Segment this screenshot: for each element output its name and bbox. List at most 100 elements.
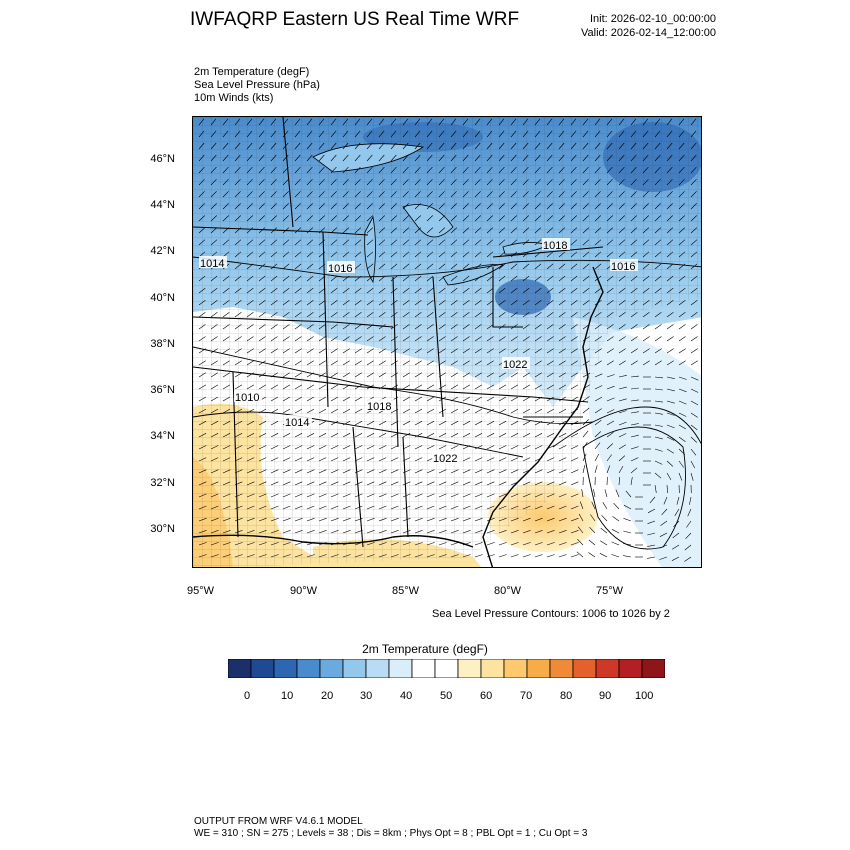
wind-barb [270, 408, 279, 414]
wind-barb [649, 496, 656, 504]
wind-barb [654, 215, 662, 222]
wind-barb [678, 263, 686, 270]
wind-barb [246, 360, 254, 366]
wind-barb [678, 348, 686, 354]
wind-barb [594, 287, 602, 294]
wind-barb [366, 554, 375, 558]
wind-barb [258, 530, 267, 534]
wind-barb [414, 178, 421, 186]
wind-barb [450, 178, 457, 186]
wind-barb [282, 542, 291, 546]
wind-barb [306, 275, 314, 282]
wind-barb [570, 203, 577, 210]
wind-barb [582, 287, 590, 294]
wind-barb [450, 336, 458, 342]
wind-barb [378, 348, 386, 354]
wind-barb [594, 348, 602, 354]
wind-barb [366, 203, 373, 210]
wind-barb [462, 287, 470, 294]
wind-barb [210, 408, 219, 414]
wind-barb [486, 275, 494, 282]
wind-barb [450, 384, 459, 390]
colorbar-tick: 50 [440, 690, 453, 702]
wind-barb [642, 227, 650, 234]
wind-barb [498, 420, 507, 426]
wind-barb [450, 203, 457, 210]
wind-barb [402, 445, 411, 450]
wind-barb [330, 348, 338, 354]
wind-barb [402, 154, 409, 162]
wind-barb [510, 154, 517, 162]
wind-barb [318, 130, 325, 138]
wind-barb [258, 505, 267, 510]
wind-barb [306, 530, 315, 534]
wind-barb [366, 178, 373, 186]
wind-barb [498, 384, 507, 390]
wind-barb [642, 324, 650, 330]
wind-barb [234, 445, 243, 450]
wind-barb [546, 203, 553, 210]
wind-barb [522, 215, 530, 222]
wind-barb [426, 445, 435, 450]
wind-barb [222, 336, 230, 342]
field-label-temperature: 2m Temperature (degF) [194, 66, 310, 78]
wind-barb [402, 481, 411, 486]
lake-huron [402, 204, 454, 238]
colorbar-tick: 70 [520, 690, 533, 702]
wind-barb [498, 445, 507, 450]
wind-barb [606, 465, 611, 474]
wind-barb [294, 299, 302, 306]
wind-barb [678, 312, 686, 318]
wind-barb [486, 263, 494, 270]
wind-barb [618, 215, 626, 222]
wind-barb [684, 544, 692, 551]
wind-barb [378, 227, 386, 234]
wind-barb [378, 542, 387, 546]
wind-barb [306, 263, 314, 270]
wind-barb [402, 360, 410, 366]
wind-barb [306, 493, 315, 498]
wind-barb [342, 408, 351, 414]
wind-barb [282, 287, 290, 294]
wind-barb [222, 154, 229, 162]
wind-barb [642, 263, 650, 270]
wind-barb [546, 408, 555, 414]
wind-barb [577, 538, 584, 546]
wind-barb [690, 436, 698, 443]
wind-barb [198, 481, 207, 486]
wind-barb [558, 445, 567, 450]
wind-barb [210, 445, 219, 450]
wind-barb [198, 457, 207, 462]
wind-barb [414, 530, 423, 534]
init-time: Init: 2026-02-10_00:00:00 [590, 13, 716, 25]
wind-barb [666, 312, 674, 318]
wind-barb [594, 385, 603, 390]
wind-barb [426, 239, 434, 246]
wind-barb [558, 481, 567, 486]
wind-barb [258, 215, 266, 222]
wind-barb [378, 530, 387, 534]
wind-barb [498, 191, 505, 198]
wind-barb [666, 227, 674, 234]
wind-barb [294, 130, 301, 138]
wind-barb [582, 442, 588, 450]
pressure-label: 1022 [433, 453, 457, 465]
wind-barb [690, 178, 697, 186]
wind-barb [654, 275, 662, 282]
wind-barb [378, 420, 387, 426]
wind-barb [210, 360, 218, 366]
wind-barb [594, 419, 602, 426]
wind-barb [366, 433, 375, 438]
wind-barb [689, 496, 692, 505]
wind-barb [678, 203, 685, 210]
wind-barb [342, 203, 349, 210]
wind-barb [606, 312, 614, 318]
wind-barb [690, 263, 698, 270]
wind-barb [246, 408, 255, 414]
wind-barb [522, 554, 531, 558]
wind-barb [582, 154, 589, 162]
wind-barb [606, 239, 614, 246]
wind-barb [450, 227, 458, 234]
wind-barb [462, 384, 471, 390]
wind-barb [546, 481, 555, 486]
